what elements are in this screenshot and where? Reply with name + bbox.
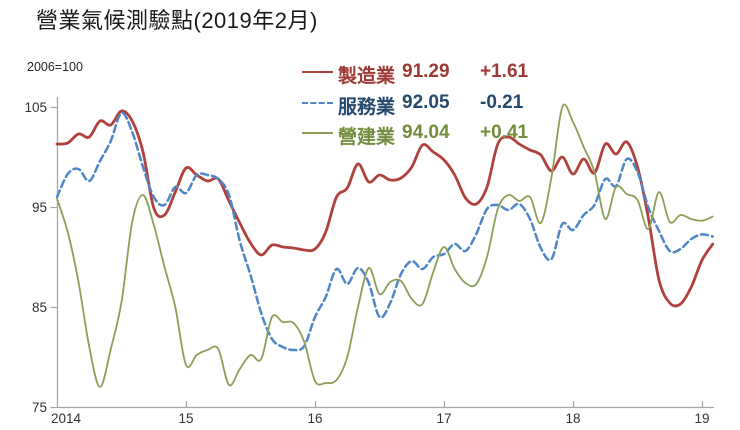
x-tick-label: 16 bbox=[307, 411, 322, 426]
y-tick-label: 105 bbox=[24, 100, 47, 115]
x-tick-label: 2014 bbox=[51, 411, 82, 426]
y-axis-base-note: 2006=100 bbox=[27, 60, 83, 74]
y-tick-label: 85 bbox=[32, 300, 47, 315]
series-line-0 bbox=[55, 109, 715, 308]
y-tick-label: 95 bbox=[32, 200, 47, 215]
x-tick-label: 18 bbox=[565, 411, 580, 426]
series-line-1 bbox=[55, 111, 714, 352]
y-tick-label: 75 bbox=[32, 400, 47, 415]
x-tick-label: 15 bbox=[178, 411, 193, 426]
page-title: 營業氣候測驗點(2019年2月) bbox=[36, 8, 318, 33]
x-tick-label: 19 bbox=[694, 411, 709, 426]
series-line-2 bbox=[56, 103, 714, 388]
x-tick-label: 17 bbox=[436, 411, 451, 426]
